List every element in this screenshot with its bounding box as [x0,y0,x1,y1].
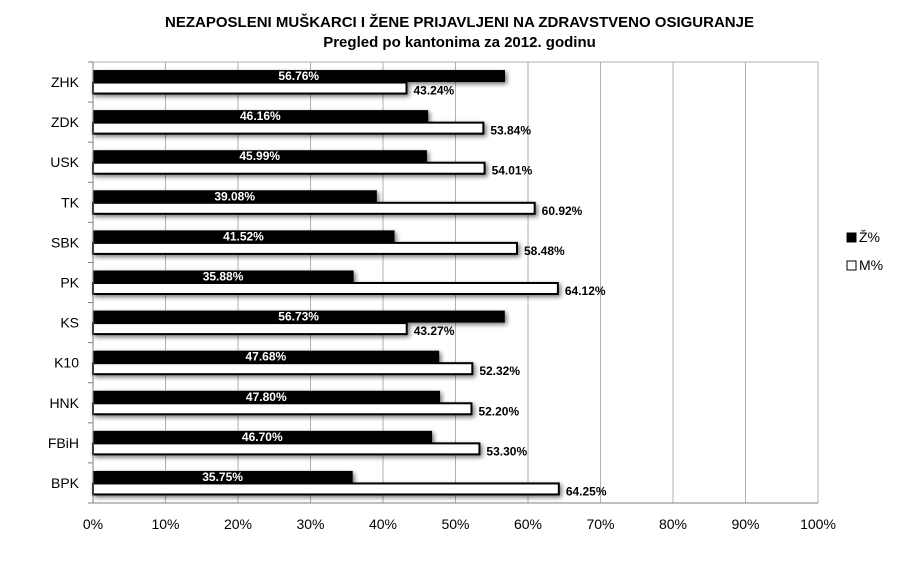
category-label: SBK [51,234,80,250]
category-label: K10 [54,355,79,371]
category-label: USK [50,154,79,170]
x-tick-label: 20% [224,516,252,532]
bar-m [92,322,408,336]
data-label-z: 56.73% [278,310,319,324]
category-label: TK [61,194,80,210]
category-label: ZHK [51,74,80,90]
x-tick-label: 50% [441,516,469,532]
bar-m [92,402,473,416]
legend: Ž% M% [846,229,883,273]
data-label-m: 52.20% [478,404,519,418]
chart-subtitle: Pregled po kantonima za 2012. godinu [323,34,596,51]
chart-title: NEZAPOSLENI MUŠKARCI I ŽENE PRIJAVLJENI … [165,14,754,31]
data-label-z: 41.52% [223,229,264,243]
bars [92,70,560,496]
data-label-z: 35.88% [203,270,244,284]
category-label: PK [60,275,79,291]
data-label-z: 56.76% [278,69,319,83]
bar-m [92,442,481,456]
data-labels: 56.76% 43.24% 46.16% 53.84% 45.99% 54.01% 39.0… [202,69,607,498]
data-label-z: 35.75% [202,470,243,484]
legend-label: Ž% [859,229,880,245]
grid-lines [92,61,819,503]
data-label-z: 45.99% [239,149,280,163]
bar-m [92,241,518,255]
data-label-m: 43.24% [413,84,454,98]
x-tick-label: 80% [659,516,687,532]
category-label: HNK [49,395,79,411]
bar-m [92,282,559,295]
data-label-m: 52.32% [479,364,520,378]
legend-label: M% [859,257,883,273]
axes: 0% 10% 20% 30% 40% 50% 60% 70% 80% 90% 100% ZHK ZDK U… [48,61,836,532]
legend-swatch [846,232,857,243]
x-tick-label: 30% [296,516,324,532]
x-tick-label: 60% [514,516,542,532]
bar-m [92,201,536,215]
x-tick-label: 100% [800,516,836,532]
x-tick-label: 0% [83,516,103,532]
category-label: ZDK [51,114,80,130]
data-label-z: 47.80% [246,390,287,404]
bar-m [92,161,486,175]
bar-m [92,482,560,496]
x-tick-label: 40% [369,516,397,532]
legend-swatch [846,260,857,271]
data-label-m: 43.27% [414,324,455,338]
data-label-m: 53.30% [486,444,527,458]
data-label-m: 58.48% [524,244,565,258]
bar-m [92,121,485,135]
bar-m [92,362,474,376]
data-label-z: 47.68% [245,350,286,364]
data-label-m: 53.84% [490,124,531,138]
data-label-z: 46.16% [240,109,281,123]
data-label-z: 46.70% [242,430,283,444]
data-label-m: 60.92% [542,204,583,218]
data-label-m: 64.12% [565,284,606,298]
category-label: KS [60,315,79,331]
x-tick-label: 10% [151,516,179,532]
bar-m [92,81,408,95]
data-label-m: 64.25% [566,484,607,498]
category-label: BPK [51,475,80,491]
category-label: FBiH [48,435,79,451]
x-tick-label: 90% [731,516,759,532]
x-tick-label: 70% [586,516,614,532]
data-label-z: 39.08% [214,189,255,203]
data-label-m: 54.01% [492,164,533,178]
